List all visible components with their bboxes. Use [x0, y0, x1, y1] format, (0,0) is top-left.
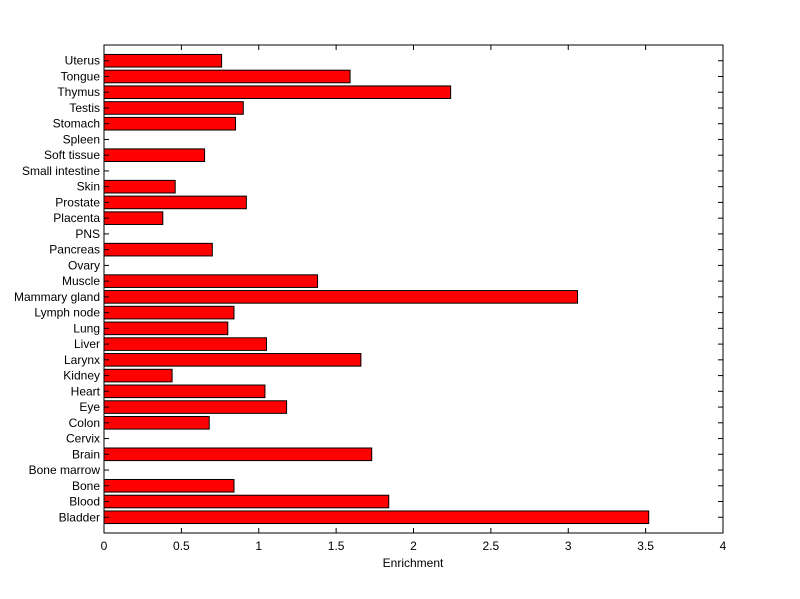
- bar-lung: [103, 321, 229, 336]
- x-tick-label-6: 3: [565, 539, 572, 553]
- y-tick-label-uterus: Uterus: [65, 54, 100, 68]
- y-tick-label-eye: Eye: [79, 400, 100, 414]
- bar-soft-tissue: [103, 148, 206, 162]
- y-tick-label-bone-marrow: Bone marrow: [29, 463, 101, 477]
- bar-kidney: [103, 368, 173, 383]
- y-tick-label-heart: Heart: [71, 384, 101, 398]
- y-tick-label-brain: Brain: [72, 447, 100, 461]
- bar-blood: [103, 494, 390, 509]
- y-tick-label-muscle: Muscle: [62, 274, 100, 288]
- bar-tongue: [103, 69, 351, 84]
- x-axis-ticks: 0 0.5 1 1.5 2 2.5 3 3.5 4: [101, 45, 727, 553]
- y-tick-label-soft-tissue: Soft tissue: [44, 148, 100, 162]
- y-tick-label-tongue: Tongue: [61, 69, 101, 83]
- y-tick-label-skin: Skin: [77, 180, 100, 194]
- y-tick-label-colon: Colon: [69, 416, 100, 430]
- y-tick-label-bone: Bone: [72, 479, 100, 493]
- y-tick-label-cervix: Cervix: [66, 432, 100, 446]
- y-tick-label-mammary-gland: Mammary gland: [14, 290, 100, 304]
- bar-colon: [103, 416, 210, 430]
- bar-pancreas: [103, 242, 213, 257]
- y-tick-label-larynx: Larynx: [64, 353, 100, 367]
- y-tick-label-pancreas: Pancreas: [49, 243, 100, 257]
- bar-bone: [103, 478, 235, 493]
- y-tick-label-bladder: Bladder: [59, 510, 100, 524]
- bar-larynx: [103, 353, 362, 367]
- y-tick-label-small-intestine: Small intestine: [22, 164, 100, 178]
- y-tick-label-prostate: Prostate: [55, 195, 100, 209]
- y-tick-label-stomach: Stomach: [53, 117, 100, 131]
- bar-muscle: [103, 274, 319, 288]
- x-tick-label-5: 2.5: [483, 539, 500, 553]
- bar-liver: [103, 337, 267, 351]
- bar-placenta: [103, 211, 164, 225]
- y-tick-label-thymus: Thymus: [57, 85, 100, 99]
- bar-thymus: [103, 85, 452, 100]
- bar-mammary-gland: [103, 290, 579, 304]
- bar-heart: [103, 384, 266, 399]
- y-tick-label-testis: Testis: [69, 101, 100, 115]
- y-tick-label-lung: Lung: [73, 321, 100, 335]
- bar-testis: [103, 101, 244, 115]
- y-tick-label-spleen: Spleen: [63, 132, 100, 146]
- x-axis-label: Enrichment: [383, 556, 444, 570]
- x-tick-label-1: 0.5: [173, 539, 190, 553]
- y-tick-label-kidney: Kidney: [63, 369, 100, 383]
- bar-eye: [103, 400, 288, 414]
- bar-skin: [103, 179, 176, 194]
- bar-uterus: [103, 53, 223, 68]
- bar-stomach: [103, 116, 237, 131]
- bar-lymph-node: [103, 305, 235, 320]
- bar-prostate: [103, 195, 247, 210]
- y-tick-label-blood: Blood: [69, 495, 100, 509]
- plot-frame: [103, 44, 724, 534]
- x-tick-label-2: 1: [255, 539, 262, 553]
- y-tick-label-pns: PNS: [75, 227, 100, 241]
- y-tick-label-liver: Liver: [74, 337, 100, 351]
- y-tick-label-lymph-node: Lymph node: [34, 306, 100, 320]
- y-tick-label-ovary: Ovary: [68, 258, 100, 272]
- x-tick-label-0: 0: [101, 539, 108, 553]
- x-tick-label-3: 1.5: [328, 539, 345, 553]
- bar-brain: [103, 447, 373, 462]
- y-tick-label-placenta: Placenta: [53, 211, 100, 225]
- bar-bladder: [103, 510, 650, 525]
- x-tick-label-7: 3.5: [637, 539, 654, 553]
- x-tick-label-8: 4: [720, 539, 727, 553]
- x-tick-label-4: 2: [410, 539, 417, 553]
